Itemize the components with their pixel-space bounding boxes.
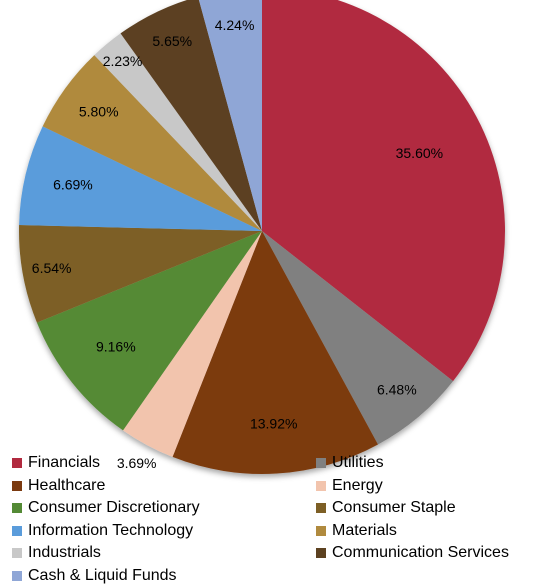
legend-item-information-technology: Information Technology [12,520,316,543]
legend-label-industrials: Industrials [28,544,101,562]
legend-swatch-information-technology [12,525,22,536]
legend-swatch-communication-services [316,548,326,559]
legend-label-materials: Materials [332,521,397,539]
legend-label-healthcare: Healthcare [28,476,106,494]
slice-label-communication-services: 5.65% [152,33,192,49]
pie-slice-communication-services [120,0,262,231]
pie-slice-energy [123,231,262,457]
slice-label-information-technology: 6.69% [53,176,93,192]
legend-swatch-consumer-discretionary [12,503,22,514]
slice-label-materials: 5.80% [79,103,119,119]
slice-label-utilities: 6.48% [377,381,417,397]
legend-item-industrials: Industrials [12,542,316,565]
slice-label-healthcare: 13.92% [250,416,297,432]
legend-item-consumer-staple: Consumer Staple [316,497,539,520]
legend-swatch-energy [316,480,326,491]
legend-swatch-consumer-staple [316,503,326,514]
pie-slice-cash-and-liquid-funds [198,0,262,231]
slice-label-financials: 35.60% [396,145,443,161]
legend-swatch-cash-and-liquid-funds [12,570,22,581]
legend-item-materials: Materials [316,520,539,543]
legend-label-information-technology: Information Technology [28,521,194,539]
legend-item-utilities: Utilities [316,452,539,475]
pie-slice-information-technology [19,126,262,231]
legend-label-consumer-discretionary: Consumer Discretionary [28,499,200,517]
legend-label-communication-services: Communication Services [332,544,509,562]
chart-legend: Financials Utilities Healthcare Energy Consu… [12,452,539,587]
legend-item-energy: Energy [316,475,539,498]
legend-label-cash-and-liquid-funds: Cash & Liquid Funds [28,566,177,584]
pie-slice-consumer-discretionary [36,231,263,431]
slice-label-consumer-discretionary: 9.16% [96,339,136,355]
legend-label-energy: Energy [332,476,383,494]
pie-slice-consumer-staple [18,225,262,323]
legend-swatch-industrials [12,548,22,559]
legend-swatch-healthcare [12,480,22,491]
legend-item-consumer-discretionary: Consumer Discretionary [12,497,316,520]
slice-label-energy: 3.69% [117,455,157,471]
legend-swatch-financials [12,458,22,469]
legend-label-consumer-staple: Consumer Staple [332,499,456,517]
legend-swatch-materials [316,525,326,536]
legend-item-communication-services: Communication Services [316,542,539,565]
pie-slice-materials [42,55,262,231]
legend-label-financials: Financials [28,454,101,472]
pie-slice-financials [262,0,505,382]
pie-slice-industrials [94,33,263,231]
slice-label-consumer-staple: 6.54% [32,260,72,276]
pie-slice-healthcare [172,231,378,475]
legend-item-healthcare: Healthcare [12,475,316,498]
slice-label-cash-and-liquid-funds: 4.24% [215,17,255,33]
legend-swatch-utilities [316,458,326,469]
slice-label-industrials: 2.23% [103,53,143,69]
legend-item-financials: Financials [12,452,316,475]
legend-label-utilities: Utilities [332,454,384,472]
legend-item-cash-and-liquid-funds: Cash & Liquid Funds [12,565,316,587]
pie-slice-utilities [262,231,454,445]
